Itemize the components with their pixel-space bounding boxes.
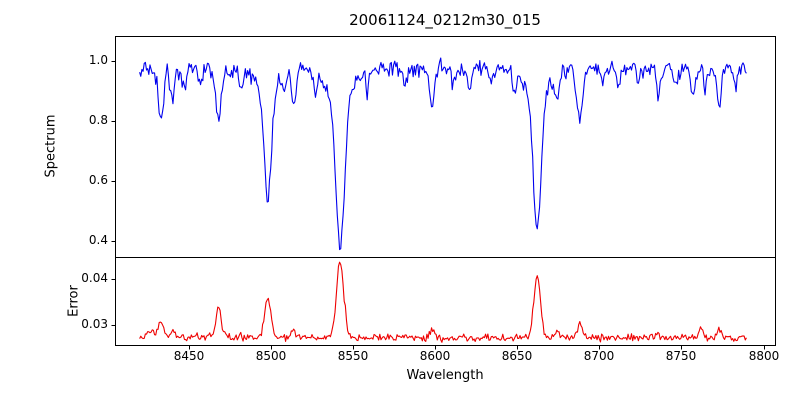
chart-title: 20061124_0212m30_015 — [349, 11, 541, 29]
y-tick-label: 0.8 — [88, 113, 108, 127]
y-tick-label: 0.4 — [88, 233, 108, 247]
x-tick-label: 8450 — [173, 349, 205, 363]
x-tick-label: 8750 — [665, 349, 697, 363]
x-tick-label: 8700 — [583, 349, 615, 363]
y-tick-label: 1.0 — [88, 53, 108, 67]
x-tick-label: 8550 — [337, 349, 369, 363]
x-tick-label: 8650 — [501, 349, 533, 363]
y-axis-label-spectrum: Spectrum — [43, 114, 59, 178]
x-tick-label: 8600 — [419, 349, 451, 363]
y-axis-label-error: Error — [66, 285, 82, 317]
x-tick-label: 8800 — [748, 349, 780, 363]
y-tick-label: 0.6 — [88, 173, 108, 187]
y-tick-label: 0.04 — [81, 271, 108, 285]
x-tick-label: 8500 — [255, 349, 287, 363]
x-axis-label: Wavelength — [406, 368, 484, 383]
y-tick-label: 0.03 — [81, 317, 108, 331]
